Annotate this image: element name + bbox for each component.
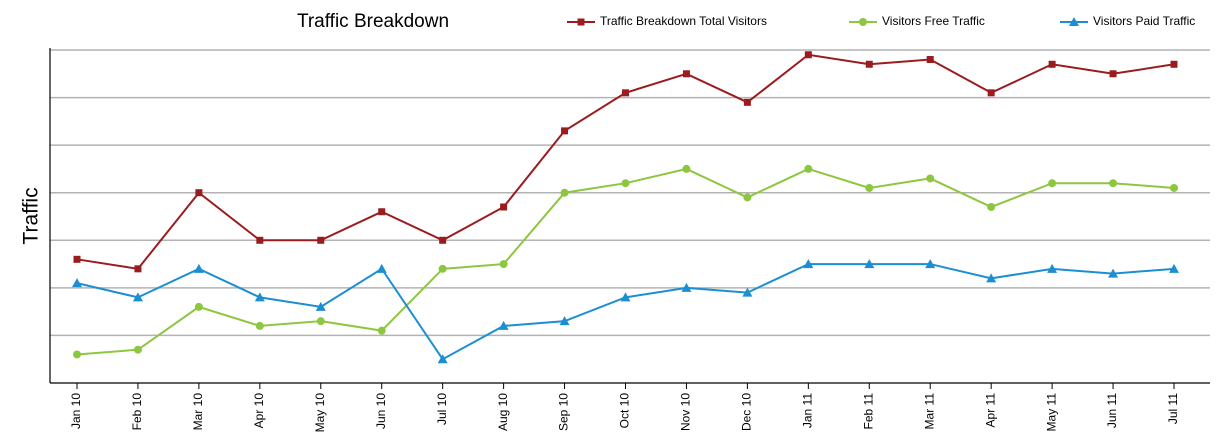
data-point (254, 292, 265, 302)
data-point (133, 345, 142, 354)
data-point (864, 259, 875, 269)
data-point (134, 265, 142, 273)
data-point (804, 51, 812, 59)
data-point (804, 164, 813, 173)
data-point (255, 321, 264, 330)
data-point (1170, 183, 1178, 192)
legend-marker (1069, 17, 1079, 26)
x-tick-label: Mar 10 (191, 393, 205, 431)
data-point (1169, 263, 1179, 273)
data-point (499, 260, 508, 269)
data-point (1047, 263, 1058, 273)
data-point (195, 189, 203, 197)
data-point (376, 263, 387, 273)
data-point (194, 302, 203, 311)
x-tick-label: Jan 10 (69, 393, 83, 429)
data-point (561, 127, 569, 135)
data-point (986, 273, 997, 283)
data-point (865, 60, 873, 68)
data-point (498, 320, 509, 330)
legend-label: Visitors Free Traffic (882, 14, 985, 28)
data-point (925, 259, 936, 269)
x-tick-label: Aug 10 (496, 393, 510, 431)
data-point (987, 89, 995, 97)
x-tick-label: Sep 10 (557, 393, 571, 431)
data-point (743, 193, 752, 202)
x-tick-label: Feb 11 (861, 393, 875, 430)
x-tick-label: Apr 10 (252, 393, 266, 429)
data-point (316, 317, 325, 326)
data-point (439, 236, 447, 244)
legend-marker (577, 18, 585, 26)
data-point (256, 236, 264, 244)
data-point (681, 282, 692, 292)
x-tick-label: Jun 11 (1105, 393, 1119, 428)
data-point (1170, 60, 1178, 68)
data-point (378, 208, 386, 216)
chart-title: Traffic Breakdown (297, 11, 449, 32)
data-point (621, 179, 630, 188)
data-point (500, 203, 508, 211)
data-point (559, 316, 570, 326)
data-point (317, 236, 325, 244)
x-tick-label: Dec 10 (740, 393, 754, 431)
legend-label: Visitors Paid Traffic (1093, 14, 1195, 28)
data-point (1048, 60, 1056, 68)
x-tick-label: May 11 (1044, 393, 1058, 432)
data-point (987, 202, 996, 211)
y-axis-label: Traffic (20, 187, 43, 244)
x-tick-label: Jul 10 (435, 393, 449, 425)
x-tick-label: May 10 (313, 393, 327, 433)
series-line (76, 53, 1175, 270)
data-point (132, 292, 143, 302)
x-tick-label: Apr 11 (983, 393, 997, 428)
data-point (438, 264, 447, 273)
data-point (1109, 179, 1118, 188)
data-point (620, 292, 631, 302)
data-point (437, 354, 448, 364)
legend-label: Traffic Breakdown Total Visitors (600, 14, 767, 28)
data-point (193, 263, 204, 273)
data-point (377, 326, 386, 335)
data-point (743, 98, 751, 106)
data-point (865, 183, 874, 192)
data-point (803, 259, 814, 269)
data-point (1109, 70, 1117, 78)
data-point (560, 188, 569, 197)
x-tick-label: Mar 11 (922, 393, 936, 430)
data-point (682, 164, 691, 173)
data-point (72, 278, 82, 288)
data-point (682, 70, 690, 78)
x-tick-label: Jan 11 (801, 393, 815, 428)
data-point (73, 255, 81, 263)
series-line (76, 263, 1175, 361)
data-point (742, 287, 753, 297)
data-point (1048, 179, 1057, 188)
series-line (76, 167, 1175, 356)
legend-marker (859, 18, 867, 26)
x-tick-label: Jul 11 (1166, 393, 1180, 424)
data-point (926, 174, 935, 183)
x-tick-label: Feb 10 (130, 393, 144, 431)
x-tick-label: Nov 10 (679, 393, 693, 431)
x-tick-label: Oct 10 (618, 393, 632, 429)
data-point (1108, 268, 1119, 278)
data-point (622, 89, 629, 97)
data-point (315, 301, 326, 311)
data-point (73, 350, 81, 359)
x-tick-label: Jun 10 (374, 393, 388, 429)
data-point (926, 56, 934, 64)
